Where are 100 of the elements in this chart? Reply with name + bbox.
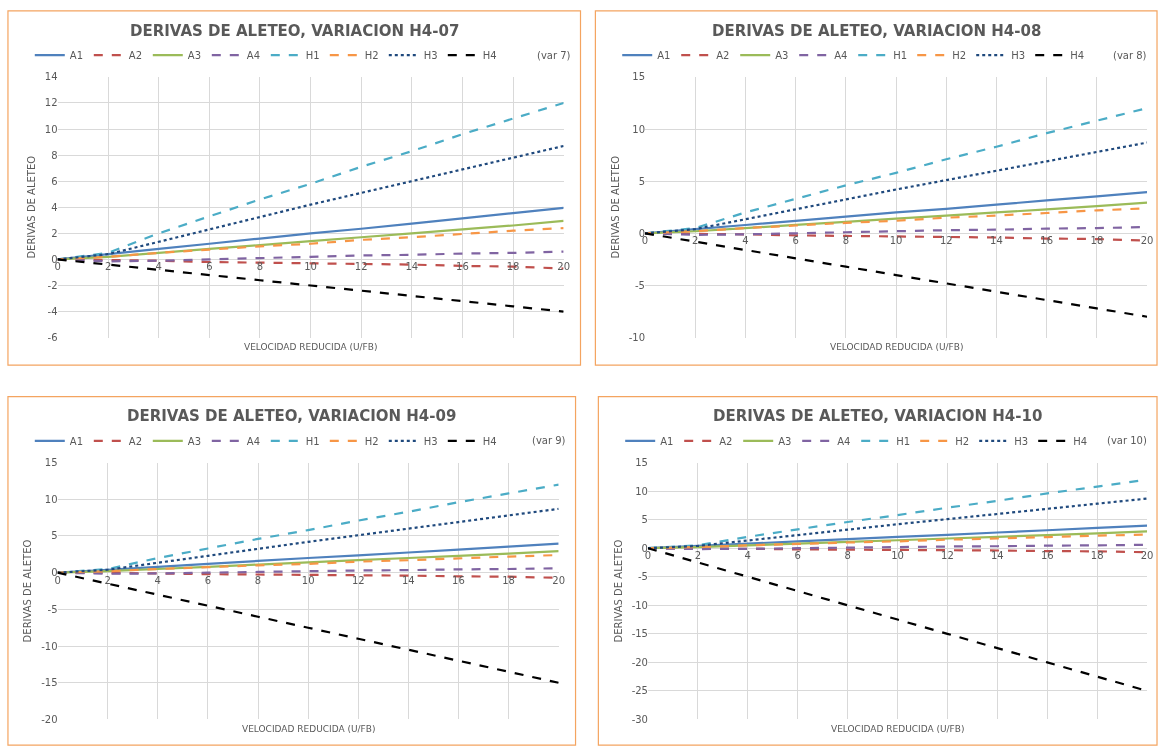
x-tick-label: 8	[842, 235, 850, 247]
y-tick-label: 15	[632, 71, 645, 83]
legend-label: A1	[69, 435, 83, 447]
x-axis-title: VELOCIDAD REDUCIDA (U/FB)	[830, 342, 964, 352]
legend-label: H1	[893, 50, 908, 62]
x-tick-label: 2	[694, 550, 702, 562]
legend-label: H1	[305, 50, 320, 62]
y-tick-label: -25	[631, 685, 648, 697]
chart-title: DERIVAS DE ALETEO, VARIACION H4-08	[712, 22, 1042, 40]
x-tick-label: 4	[154, 574, 161, 586]
legend-label: H4	[482, 50, 497, 62]
y-tick-label: 14	[44, 71, 58, 83]
x-tick-label: 16	[1040, 550, 1054, 562]
x-tick-label: 6	[794, 550, 801, 562]
y-tick-label: 5	[641, 514, 648, 526]
x-tick-label: 6	[204, 574, 212, 586]
legend-label: A1	[69, 50, 83, 62]
legend-label: A3	[187, 435, 201, 447]
x-tick-label: 2	[104, 574, 111, 586]
legend-label: A2	[719, 435, 733, 447]
legend-label: H3	[423, 435, 438, 447]
legend-label: A2	[128, 50, 142, 62]
text: (var 10)	[1107, 435, 1147, 446]
y-tick-label: 6	[51, 175, 58, 187]
x-tick-label: 20	[552, 574, 566, 586]
legend-label: A4	[837, 435, 851, 447]
y-tick-label: 8	[51, 149, 58, 161]
chart-title: DERIVAS DE ALETEO, VARIACION H4-09	[127, 407, 457, 425]
x-tick-label: 18	[502, 574, 515, 586]
y-tick-label: -4	[47, 306, 58, 318]
x-tick-label: 14	[990, 235, 1003, 247]
x-tick-label: 16	[456, 261, 469, 273]
x-tick-label: 14	[990, 550, 1004, 562]
y-tick-label: 4	[51, 201, 58, 213]
text: (var 8)	[1113, 50, 1147, 61]
line-series	[57, 227, 564, 261]
y-tick-label: -20	[41, 713, 58, 725]
legend-label: A3	[775, 50, 789, 62]
x-tick-label: 8	[254, 574, 262, 586]
x-tick-label: 18	[1090, 550, 1104, 562]
x-tick-label: 10	[889, 235, 903, 247]
y-tick-label: -6	[47, 332, 58, 344]
y-axis-title: DERIVAS DE ALETEO	[22, 539, 34, 643]
legend-label: H4	[482, 435, 497, 447]
x-tick-label: 14	[405, 261, 419, 273]
y-tick-label: -10	[628, 332, 645, 344]
legend-label: H3	[1011, 50, 1026, 62]
y-axis-title: DERIVAS DE ALETEO	[25, 155, 37, 259]
y-tick-label: -15	[41, 677, 58, 689]
legend-label: A2	[128, 435, 142, 447]
y-tick-label: -30	[631, 713, 648, 725]
line-series	[57, 507, 559, 574]
x-tick-label: 4	[744, 550, 751, 562]
y-tick-label: 5	[638, 175, 645, 187]
legend-label: H2	[955, 435, 970, 447]
x-tick-label: 12	[939, 235, 953, 247]
x-axis-title: VELOCIDAD REDUCIDA (U/FB)	[242, 724, 376, 734]
x-tick-label: 20	[1140, 235, 1154, 247]
x-tick-label: 12	[351, 574, 365, 586]
line-series	[647, 497, 1148, 550]
legend-label: A1	[657, 50, 671, 62]
y-axis-title: DERIVAS DE ALETEO	[609, 155, 621, 259]
legend-label: H2	[952, 50, 967, 62]
legend-label: A4	[246, 435, 260, 447]
y-tick-label: 5	[51, 530, 58, 542]
legend-label: H3	[1014, 435, 1029, 447]
chart-title: DERIVAS DE ALETEO, VARIACION H4-10	[713, 407, 1043, 425]
y-tick-label: 10	[632, 123, 645, 135]
y-tick-label: -5	[635, 279, 645, 291]
y-tick-label: -2	[47, 279, 58, 291]
x-tick-label: 2	[105, 261, 112, 273]
y-axis-title: DERIVAS DE ALETEO	[612, 539, 624, 643]
legend-label: A3	[778, 435, 792, 447]
x-tick-label: 4	[155, 261, 162, 273]
y-tick-label: -10	[41, 640, 58, 652]
legend-label: H4	[1070, 50, 1085, 62]
legend-label: H1	[896, 435, 911, 447]
x-tick-label: 10	[891, 550, 904, 562]
text: (var 7)	[537, 50, 571, 61]
y-tick-label: 10	[635, 485, 648, 497]
legend-label: H2	[364, 50, 379, 62]
y-tick-label: 12	[44, 97, 58, 109]
legend-label: A2	[716, 50, 730, 62]
y-tick-label: 15	[44, 457, 58, 469]
text: (var 9)	[532, 435, 566, 446]
legend-label: A4	[246, 50, 260, 62]
y-tick-label: -20	[631, 656, 648, 668]
legend-label: H3	[423, 50, 438, 62]
x-tick-label: 2	[692, 235, 699, 247]
legend-label: A4	[834, 50, 848, 62]
x-tick-label: 8	[256, 261, 264, 273]
x-tick-label: 14	[401, 574, 415, 586]
x-tick-label: 4	[742, 235, 749, 247]
x-axis-title: VELOCIDAD REDUCIDA (U/FB)	[831, 724, 965, 734]
x-tick-label: 10	[301, 574, 315, 586]
x-tick-label: 16	[452, 574, 465, 586]
x-tick-label: 10	[304, 261, 317, 273]
y-tick-label: 10	[44, 123, 58, 135]
y-tick-label: -5	[637, 571, 648, 583]
x-tick-label: 6	[206, 261, 213, 273]
